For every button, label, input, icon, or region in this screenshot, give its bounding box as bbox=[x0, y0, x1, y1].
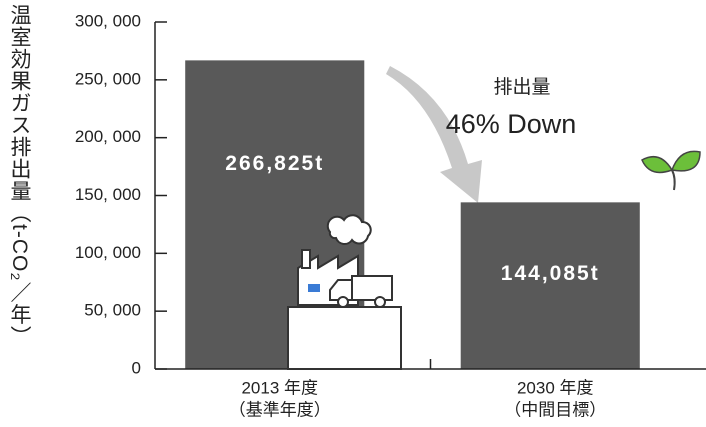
annotation: 46% Down bbox=[446, 109, 577, 139]
x-tick-label: （基準年度） bbox=[229, 400, 331, 419]
y-tick-label: 0 bbox=[132, 358, 141, 377]
y-tick-label: 200, 000 bbox=[75, 127, 141, 146]
y-tick-label: 150, 000 bbox=[75, 185, 141, 204]
value-label: 266,825t bbox=[225, 152, 324, 175]
y-tick-label: 300, 000 bbox=[75, 11, 141, 30]
wheel bbox=[338, 297, 348, 307]
chimney bbox=[302, 250, 310, 268]
bar bbox=[461, 202, 640, 369]
annotation: 排出量 bbox=[493, 76, 550, 98]
x-tick-label: 2030 年度 bbox=[517, 378, 594, 397]
x-tick-label: （中間目標） bbox=[504, 400, 606, 419]
sprout-icon bbox=[642, 151, 700, 190]
chart-page: 排出量 46% Down 0 50, 000 100, 000 150, 000 200… bbox=[0, 0, 706, 427]
truck-box bbox=[352, 276, 392, 300]
value-label: 144,085t bbox=[501, 262, 600, 285]
y-axis-label: 温室効果ガス排出量（t-CO₂／年） bbox=[6, 4, 32, 427]
x-tick-label: 2013 年度 bbox=[241, 378, 318, 397]
window bbox=[308, 284, 320, 292]
chart: 排出量 46% Down 0 50, 000 100, 000 150, 000 200… bbox=[0, 0, 706, 427]
y-tick-label: 250, 000 bbox=[75, 69, 141, 88]
y-tick-label: 100, 000 bbox=[75, 243, 141, 262]
wheel bbox=[375, 297, 385, 307]
factory-base bbox=[288, 307, 401, 369]
y-tick-label: 50, 000 bbox=[84, 301, 141, 320]
